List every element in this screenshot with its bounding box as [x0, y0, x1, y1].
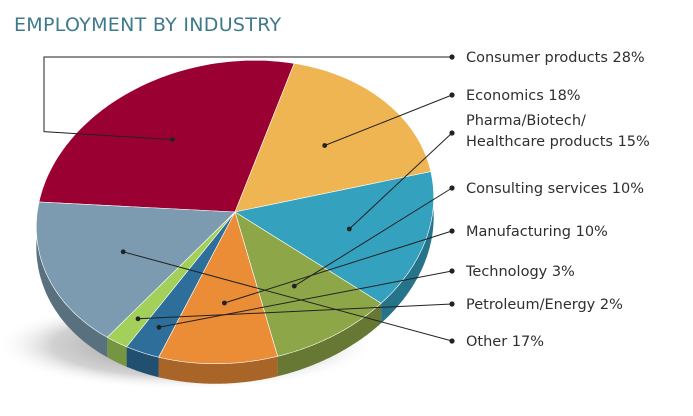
- pie-slice: [106, 211, 236, 348]
- slice-label: Petroleum/Energy 2%: [466, 297, 623, 313]
- leader-dot: [135, 316, 141, 322]
- slice-label: Consulting services 10%: [466, 181, 644, 197]
- leader-line: [43, 56, 452, 141]
- leader-end-dot: [449, 92, 455, 98]
- leader-line: [137, 303, 453, 320]
- leader-line: [294, 187, 453, 287]
- leader-end-dot: [449, 268, 455, 274]
- pie-slice-side: [36, 202, 108, 358]
- pie-slice-side: [126, 346, 159, 378]
- leader-dot: [222, 300, 227, 306]
- slice-label: Manufacturing 10%: [466, 224, 608, 240]
- pie-slice: [126, 211, 236, 358]
- leader-dot: [156, 324, 162, 330]
- leader-line: [324, 94, 453, 146]
- leader-end-dot: [449, 301, 455, 307]
- leader-dot: [346, 226, 352, 232]
- pie-slice-side: [381, 171, 434, 324]
- slice-label: Consumer products 28%: [466, 50, 645, 66]
- leader-dot: [170, 137, 175, 143]
- pie-slice-side: [277, 303, 382, 377]
- leader-line: [158, 270, 453, 328]
- pie-slice: [158, 211, 278, 364]
- leader-end-dot: [449, 228, 455, 234]
- slice-label: Technology 3%: [465, 264, 575, 280]
- leader-end-dot: [449, 185, 455, 191]
- pie-slice-side: [158, 356, 278, 384]
- leader-end-dot: [449, 130, 455, 136]
- pie-slice: [38, 60, 295, 213]
- leader-line: [224, 230, 453, 304]
- leader-dot: [291, 283, 297, 289]
- leader-dot: [322, 143, 328, 148]
- pie-slice: [234, 211, 382, 357]
- leader-line: [348, 132, 453, 230]
- slice-label: Economics 18%: [466, 88, 581, 104]
- leader-line: [123, 251, 453, 342]
- slice-label: Pharma/Biotech/: [466, 113, 586, 129]
- chart-title: EMPLOYMENT BY INDUSTRY: [14, 14, 282, 36]
- pie-slice: [234, 171, 434, 304]
- pie-slice: [36, 201, 236, 338]
- leader-end-dot: [449, 54, 455, 60]
- leader-dot: [120, 249, 126, 255]
- pie-slice: [234, 63, 432, 213]
- leader-end-dot: [449, 338, 455, 344]
- slice-label: Other 17%: [466, 334, 544, 350]
- slice-label: Healthcare products 15%: [466, 134, 650, 150]
